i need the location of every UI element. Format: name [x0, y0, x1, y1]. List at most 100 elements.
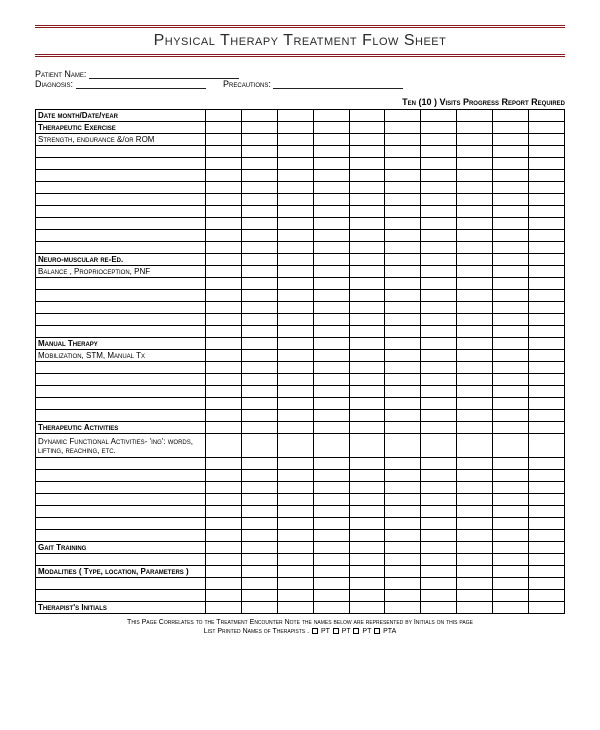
data-cell[interactable] — [385, 374, 421, 386]
data-cell[interactable] — [241, 242, 277, 254]
data-cell[interactable] — [313, 206, 349, 218]
data-cell[interactable] — [493, 242, 529, 254]
data-cell[interactable] — [206, 266, 242, 278]
data-cell[interactable] — [457, 410, 493, 422]
data-cell[interactable] — [277, 362, 313, 374]
data-cell[interactable] — [206, 494, 242, 506]
data-cell[interactable] — [529, 506, 565, 518]
data-cell[interactable] — [241, 278, 277, 290]
data-cell[interactable] — [457, 398, 493, 410]
data-cell[interactable] — [385, 398, 421, 410]
data-cell[interactable] — [206, 230, 242, 242]
data-cell[interactable] — [241, 110, 277, 122]
data-cell[interactable] — [457, 254, 493, 266]
data-cell[interactable] — [313, 374, 349, 386]
data-cell[interactable] — [206, 602, 242, 614]
data-cell[interactable] — [206, 206, 242, 218]
data-cell[interactable] — [385, 530, 421, 542]
data-cell[interactable] — [493, 326, 529, 338]
data-cell[interactable] — [277, 386, 313, 398]
data-cell[interactable] — [313, 290, 349, 302]
data-cell[interactable] — [457, 386, 493, 398]
data-cell[interactable] — [277, 266, 313, 278]
data-cell[interactable] — [421, 386, 457, 398]
data-cell[interactable] — [457, 554, 493, 566]
data-cell[interactable] — [206, 518, 242, 530]
data-cell[interactable] — [529, 266, 565, 278]
data-cell[interactable] — [493, 542, 529, 554]
data-cell[interactable] — [421, 434, 457, 458]
data-cell[interactable] — [349, 338, 385, 350]
data-cell[interactable] — [385, 410, 421, 422]
data-cell[interactable] — [277, 254, 313, 266]
data-cell[interactable] — [385, 158, 421, 170]
data-cell[interactable] — [457, 506, 493, 518]
data-cell[interactable] — [313, 482, 349, 494]
data-cell[interactable] — [349, 254, 385, 266]
data-cell[interactable] — [206, 302, 242, 314]
data-cell[interactable] — [529, 278, 565, 290]
data-cell[interactable] — [313, 122, 349, 134]
data-cell[interactable] — [313, 242, 349, 254]
data-cell[interactable] — [529, 494, 565, 506]
data-cell[interactable] — [385, 338, 421, 350]
data-cell[interactable] — [241, 182, 277, 194]
data-cell[interactable] — [529, 566, 565, 578]
data-cell[interactable] — [277, 302, 313, 314]
data-cell[interactable] — [349, 266, 385, 278]
data-cell[interactable] — [313, 302, 349, 314]
data-cell[interactable] — [206, 434, 242, 458]
data-cell[interactable] — [385, 266, 421, 278]
data-cell[interactable] — [529, 110, 565, 122]
data-cell[interactable] — [206, 338, 242, 350]
data-cell[interactable] — [241, 398, 277, 410]
data-cell[interactable] — [206, 194, 242, 206]
data-cell[interactable] — [349, 290, 385, 302]
data-cell[interactable] — [206, 506, 242, 518]
data-cell[interactable] — [241, 206, 277, 218]
data-cell[interactable] — [493, 122, 529, 134]
precautions-field[interactable] — [273, 79, 403, 89]
data-cell[interactable] — [349, 530, 385, 542]
data-cell[interactable] — [241, 506, 277, 518]
data-cell[interactable] — [493, 494, 529, 506]
role-checkbox[interactable] — [374, 628, 380, 634]
data-cell[interactable] — [385, 590, 421, 602]
data-cell[interactable] — [493, 194, 529, 206]
data-cell[interactable] — [457, 458, 493, 470]
data-cell[interactable] — [206, 470, 242, 482]
data-cell[interactable] — [241, 410, 277, 422]
data-cell[interactable] — [529, 218, 565, 230]
data-cell[interactable] — [349, 158, 385, 170]
data-cell[interactable] — [421, 134, 457, 146]
data-cell[interactable] — [385, 146, 421, 158]
data-cell[interactable] — [385, 506, 421, 518]
data-cell[interactable] — [313, 386, 349, 398]
data-cell[interactable] — [529, 206, 565, 218]
data-cell[interactable] — [385, 254, 421, 266]
data-cell[interactable] — [385, 302, 421, 314]
data-cell[interactable] — [313, 434, 349, 458]
data-cell[interactable] — [241, 494, 277, 506]
data-cell[interactable] — [349, 482, 385, 494]
data-cell[interactable] — [277, 122, 313, 134]
data-cell[interactable] — [493, 158, 529, 170]
data-cell[interactable] — [241, 218, 277, 230]
data-cell[interactable] — [421, 542, 457, 554]
data-cell[interactable] — [277, 146, 313, 158]
data-cell[interactable] — [457, 422, 493, 434]
data-cell[interactable] — [493, 566, 529, 578]
data-cell[interactable] — [277, 314, 313, 326]
data-cell[interactable] — [457, 518, 493, 530]
data-cell[interactable] — [241, 590, 277, 602]
data-cell[interactable] — [421, 146, 457, 158]
data-cell[interactable] — [349, 398, 385, 410]
data-cell[interactable] — [313, 254, 349, 266]
data-cell[interactable] — [241, 254, 277, 266]
data-cell[interactable] — [529, 338, 565, 350]
data-cell[interactable] — [493, 470, 529, 482]
data-cell[interactable] — [421, 554, 457, 566]
role-checkbox[interactable] — [353, 628, 359, 634]
data-cell[interactable] — [313, 470, 349, 482]
data-cell[interactable] — [277, 494, 313, 506]
